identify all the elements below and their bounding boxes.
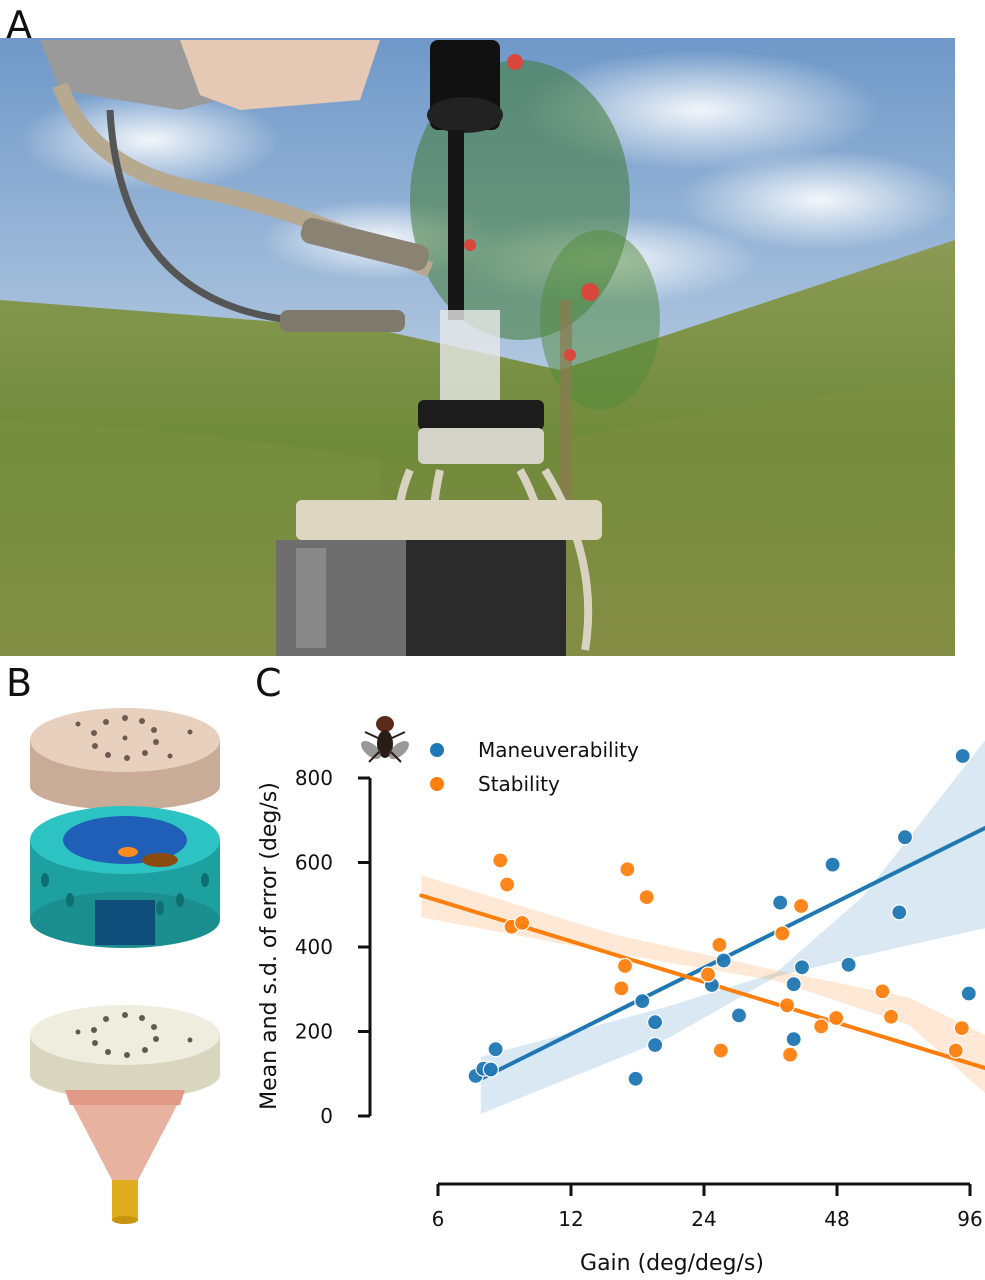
manifold-ring-rendering bbox=[30, 806, 220, 948]
legend-marker-stability bbox=[430, 777, 444, 791]
x-tick-label-96: 96 bbox=[957, 1207, 982, 1231]
part-renderings bbox=[30, 708, 220, 1224]
data-point-maneuverability-9 bbox=[715, 952, 732, 969]
data-point-maneuverability-10 bbox=[730, 1007, 748, 1024]
data-point-maneuverability-11 bbox=[772, 894, 789, 911]
panel-letter-b: B bbox=[6, 661, 33, 705]
data-point-maneuverability-20 bbox=[960, 985, 977, 1002]
axes bbox=[368, 778, 970, 1186]
y-ticks: 0 200 400 600 800 bbox=[295, 766, 370, 1128]
legend-label-maneuverability: Maneuverability bbox=[478, 738, 639, 762]
data-point-maneuverability-13 bbox=[785, 1031, 802, 1048]
data-point-maneuverability-4 bbox=[627, 1070, 644, 1087]
data-point-maneuverability-19 bbox=[954, 747, 971, 765]
y-tick-label-200: 200 bbox=[295, 1020, 333, 1044]
data-point-maneuverability-16 bbox=[840, 956, 857, 973]
y-tick-label-400: 400 bbox=[295, 935, 333, 959]
data-point-stability-6 bbox=[619, 861, 636, 878]
data-point-stability-7 bbox=[638, 889, 655, 906]
data-points bbox=[467, 747, 977, 1087]
data-point-maneuverability-17 bbox=[891, 904, 908, 921]
x-tick-label-48: 48 bbox=[824, 1207, 849, 1231]
data-point-stability-9 bbox=[711, 936, 728, 953]
panel-letter-a: A bbox=[6, 3, 32, 47]
data-point-stability-16 bbox=[828, 1009, 845, 1027]
x-ticks: 6 12 24 48 96 bbox=[432, 1184, 983, 1231]
data-point-stability-11 bbox=[774, 925, 791, 942]
fly-icon bbox=[361, 716, 409, 763]
data-point-stability-14 bbox=[792, 897, 810, 915]
x-tick-label-24: 24 bbox=[691, 1207, 716, 1231]
data-point-maneuverability-7 bbox=[646, 1036, 664, 1054]
confidence-band-stability bbox=[421, 875, 985, 1094]
top-plate-rendering bbox=[30, 708, 220, 810]
data-point-stability-20 bbox=[953, 1020, 970, 1037]
regression-line-maneuverability bbox=[478, 825, 985, 1081]
legend: Maneuverability Stability bbox=[430, 738, 639, 796]
confidence-bands bbox=[421, 740, 985, 1114]
legend-marker-maneuverability bbox=[430, 743, 444, 757]
data-point-maneuverability-6 bbox=[646, 1014, 664, 1031]
gain-error-chart: 0 200 400 600 800 6 12 24 48 96 Mean and s.d. of… bbox=[257, 716, 985, 1276]
data-point-maneuverability-2 bbox=[482, 1061, 499, 1078]
data-point-maneuverability-15 bbox=[824, 856, 841, 873]
data-point-stability-0 bbox=[492, 852, 509, 869]
data-point-maneuverability-14 bbox=[793, 959, 811, 976]
y-tick-label-800: 800 bbox=[295, 766, 333, 790]
data-point-stability-19 bbox=[947, 1042, 964, 1059]
x-tick-label-12: 12 bbox=[558, 1207, 583, 1231]
data-point-maneuverability-3 bbox=[487, 1041, 504, 1058]
data-point-stability-18 bbox=[882, 1008, 900, 1025]
data-point-stability-5 bbox=[616, 957, 634, 975]
x-tick-label-6: 6 bbox=[432, 1207, 445, 1231]
y-tick-label-0: 0 bbox=[320, 1104, 333, 1128]
data-point-stability-8 bbox=[699, 966, 717, 983]
data-point-stability-10 bbox=[712, 1042, 729, 1059]
x-axis-title: Gain (deg/deg/s) bbox=[580, 1251, 764, 1276]
data-point-stability-3 bbox=[513, 914, 531, 931]
data-point-stability-4 bbox=[613, 980, 630, 997]
data-point-stability-13 bbox=[781, 1046, 799, 1063]
confidence-band-maneuverability bbox=[480, 740, 985, 1114]
y-axis-title: Mean and s.d. of error (deg/s) bbox=[257, 782, 282, 1110]
data-point-maneuverability-12 bbox=[785, 976, 802, 993]
arena-photograph bbox=[0, 38, 960, 656]
legend-label-stability: Stability bbox=[478, 772, 560, 796]
data-point-maneuverability-5 bbox=[634, 993, 651, 1010]
data-point-stability-17 bbox=[874, 983, 891, 1000]
nozzle-plate-rendering bbox=[30, 1005, 220, 1224]
y-tick-label-600: 600 bbox=[295, 851, 333, 875]
panel-letter-c: C bbox=[255, 661, 282, 705]
data-point-stability-1 bbox=[499, 876, 516, 893]
data-point-maneuverability-18 bbox=[896, 829, 914, 846]
data-point-stability-15 bbox=[813, 1018, 830, 1035]
data-point-stability-12 bbox=[778, 997, 796, 1014]
